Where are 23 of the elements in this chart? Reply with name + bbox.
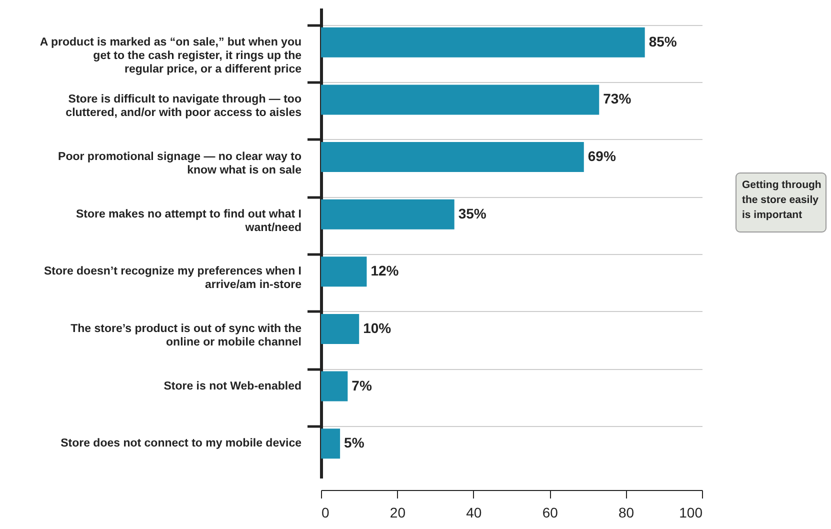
data-label: 69% xyxy=(588,148,616,164)
y-tick-label: Store does not connect to my mobile device xyxy=(60,438,302,450)
y-tick-label: A product is marked as “on sale,” but when you get to the cash register, it rings up the regular price, or a different price xyxy=(40,36,302,76)
data-label: 12% xyxy=(370,262,400,279)
data-label: 85% xyxy=(648,33,678,50)
data-label: 10% xyxy=(363,320,392,336)
y-tick-label: Poor promotional signage — no clear way to know what is on sale xyxy=(58,151,302,177)
text: Getting through the store easily is important xyxy=(742,179,822,221)
data-label: 73% xyxy=(603,90,632,107)
x-tick-label: 20 xyxy=(390,504,406,520)
x-tick-label: 0 xyxy=(322,504,330,520)
data-label: 35% xyxy=(458,205,487,222)
x-tick-label: 80 xyxy=(618,504,634,520)
y-tick-label: The store’s product is out of sync with the online or mobile channel xyxy=(70,322,302,348)
x-tick-label: 60 xyxy=(542,504,558,520)
x-tick-label: 40 xyxy=(466,504,482,520)
data-label: 5% xyxy=(344,434,365,451)
y-tick-label: Store makes no attempt to find out what I want/need xyxy=(76,208,302,234)
y-tick-label: Store is difficult to navigate through — too cluttered, and/or with poor access to aisles xyxy=(66,94,302,120)
y-tick-label: Store doesn’t recognize my preferences when I arrive/am in-store xyxy=(44,266,302,292)
data-label: 7% xyxy=(352,377,372,394)
x-tick-label: 100 xyxy=(679,504,703,520)
y-tick-label: Store is not Web-enabled xyxy=(164,380,302,392)
